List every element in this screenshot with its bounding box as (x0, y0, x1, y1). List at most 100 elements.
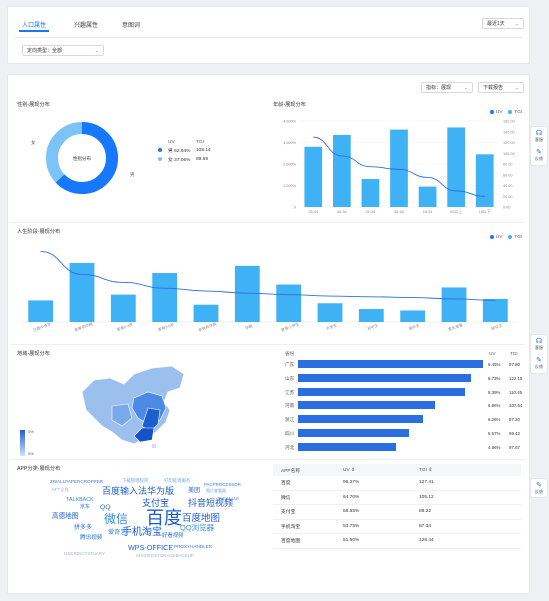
x-tick-label: 研究生 (490, 323, 503, 332)
app-table-row: 手机淘宝 53.75% 87.34 (273, 520, 521, 534)
x-tick-label: 18以下 (479, 209, 491, 214)
tabs-card: 人口属性 兴趣属性 意图词 最近1天 ⌄ 定向类型：全部 ⌄ (7, 6, 530, 64)
word-cloud-term: 美团 (188, 488, 201, 494)
x-tick-label: 45-54 (337, 210, 347, 214)
y-tick-label: 1,000% (283, 184, 297, 188)
x-tick-label: 已婚中青年 (32, 321, 52, 332)
tab-demographics[interactable]: 人口属性 (22, 23, 47, 29)
gender-donut-chart: 性别分布 (46, 122, 118, 194)
x-tick-label: 家有0-3岁 (116, 322, 134, 333)
life-stage-bar (234, 265, 260, 322)
region-bar (298, 429, 409, 437)
legend-dot-female (158, 156, 162, 161)
donut-center-label: 性别分布 (73, 155, 91, 162)
map-scale-top: 0% (28, 429, 34, 434)
y-tick-label: 4,000% (283, 120, 297, 124)
y2-tick-label: 100.00 (503, 152, 515, 156)
legend-uv: UV (490, 234, 502, 239)
x-tick-label: 55-64 (394, 210, 404, 214)
region-uv: 8.73% (488, 375, 501, 381)
region-tgi: 97.20 (509, 417, 520, 423)
age-bar (418, 186, 437, 207)
y2-tick-label: 140.00 (503, 130, 515, 134)
donut-slice-male (46, 122, 118, 194)
side-toolbar: ☊ 客服 ✎ 反馈 (530, 126, 548, 166)
donut-label-female: 女 (31, 140, 36, 145)
chevron-down-icon: ⌄ (514, 84, 519, 91)
life-stage-bar (152, 273, 178, 322)
region-name: 江苏 (285, 389, 295, 395)
app-table-row: 百度地图 51.50% 128.44 (273, 534, 521, 549)
legend-dot-male (158, 147, 162, 152)
gender-table-header: UV TGI (158, 138, 238, 146)
life-stage-legend: UV TGI (490, 234, 522, 239)
tab-intent-words[interactable]: 意图词 (122, 23, 141, 29)
side-toolbar: ☊ 客服 ✎ 反馈 (530, 334, 548, 374)
chevron-down-icon: ⌄ (514, 20, 519, 27)
gender-section-title: 性别-展现分布 (17, 102, 50, 108)
y2-tick-label: 80.00 (503, 163, 513, 167)
word-cloud-term: PROXYHANDLER (174, 544, 213, 549)
edit-icon: ✎ (536, 149, 542, 156)
word-cloud-term: SHAREDSTORAGEBACKUP (136, 553, 194, 558)
region-section-title: 地域-展现分布 (17, 351, 50, 357)
region-name: 河南 (285, 403, 295, 409)
chevron-down-icon: ⌄ (463, 84, 468, 91)
app-col-uv[interactable]: UV ⇕ (343, 467, 356, 473)
word-cloud-term: 下载管理程序 (122, 478, 149, 483)
date-range-value: 最近1天 (487, 21, 505, 27)
app-table-row: 百度 96.27% 127.41 (273, 476, 521, 491)
download-report-button[interactable]: 下载报告 ⌄ (478, 82, 524, 93)
gender-table: UV TGI 男 62.94% 108.14 女 37.06% 89.69 (158, 138, 238, 164)
download-report-label: 下载报告 (483, 85, 504, 91)
word-cloud-term: 图片查看器 (206, 488, 226, 493)
region-tgi: 107.64 (509, 403, 523, 409)
section-divider (10, 344, 525, 345)
region-uv: 8.39% (488, 389, 501, 395)
y2-tick-label: 160.00 (503, 120, 515, 124)
app-col-tgi[interactable]: TGI ⇕ (419, 467, 433, 473)
y-tick-label: 3,000% (283, 141, 297, 145)
date-range-select[interactable]: 最近1天 ⌄ (482, 18, 524, 29)
legend-tgi: TGI (508, 234, 522, 239)
age-bar-chart: 0 1,000% 2,000% 3,000% 4,000% 0.00 20.00 40.00 6… (283, 120, 515, 215)
word-cloud-term: WPS-OFFICE (128, 543, 174, 552)
region-uv: 6.86% (488, 403, 501, 409)
feedback-tool[interactable]: ✎ 反馈 (535, 481, 543, 494)
word-cloud-term: PACPROCESSOR (204, 482, 241, 487)
direction-type-select[interactable]: 定向类型：全部 ⌄ (22, 45, 104, 56)
region-name: 广东 (285, 362, 295, 367)
help-tool[interactable]: ☊ 客服 (535, 130, 543, 142)
app-col-name: APP名称 (281, 468, 301, 474)
region-name: 浙江 (285, 417, 295, 423)
region-bar (298, 387, 465, 396)
region-col-province: 省份 (285, 351, 295, 356)
word-cloud-term: USERDICTIONARY (64, 551, 106, 556)
help-tool[interactable]: ☊ 客服 (535, 338, 543, 350)
app-section-title: APP分类-展现分布 (17, 466, 61, 472)
x-tick-label: 25-34 (366, 210, 376, 214)
region-name: 山东 (285, 375, 295, 381)
legend-uv: UV (490, 109, 502, 114)
gender-col-uv: UV (168, 139, 175, 145)
feedback-tool[interactable]: ✎ 反馈 (535, 149, 543, 161)
map-hainan (152, 444, 156, 448)
life-stage-section-title: 人生阶段-展现分布 (17, 229, 61, 235)
region-bar (298, 415, 423, 424)
word-cloud-term: NFT全栈 (52, 487, 69, 492)
feedback-tool[interactable]: ✎ 反馈 (535, 357, 543, 369)
edit-icon: ✎ (536, 357, 542, 364)
main-card (7, 74, 530, 594)
life-stage-bar (69, 262, 95, 322)
word-cloud-term: 支付宝 (142, 498, 170, 508)
word-cloud-term: 抖音短视频 (188, 498, 234, 508)
y-tick-label: 0 (294, 206, 296, 210)
tab-interests[interactable]: 兴趣属性 (74, 23, 99, 29)
region-tgi: 97.80 (509, 362, 520, 367)
word-cloud-term: 拼多多 (74, 525, 93, 531)
region-uv: 9.45% (488, 362, 501, 367)
metric-select[interactable]: 指标：展现 ⌄ (421, 82, 473, 93)
life-stage-bar (358, 309, 384, 322)
age-bar (361, 179, 380, 207)
metric-select-value: 指标：展现 (426, 85, 452, 91)
